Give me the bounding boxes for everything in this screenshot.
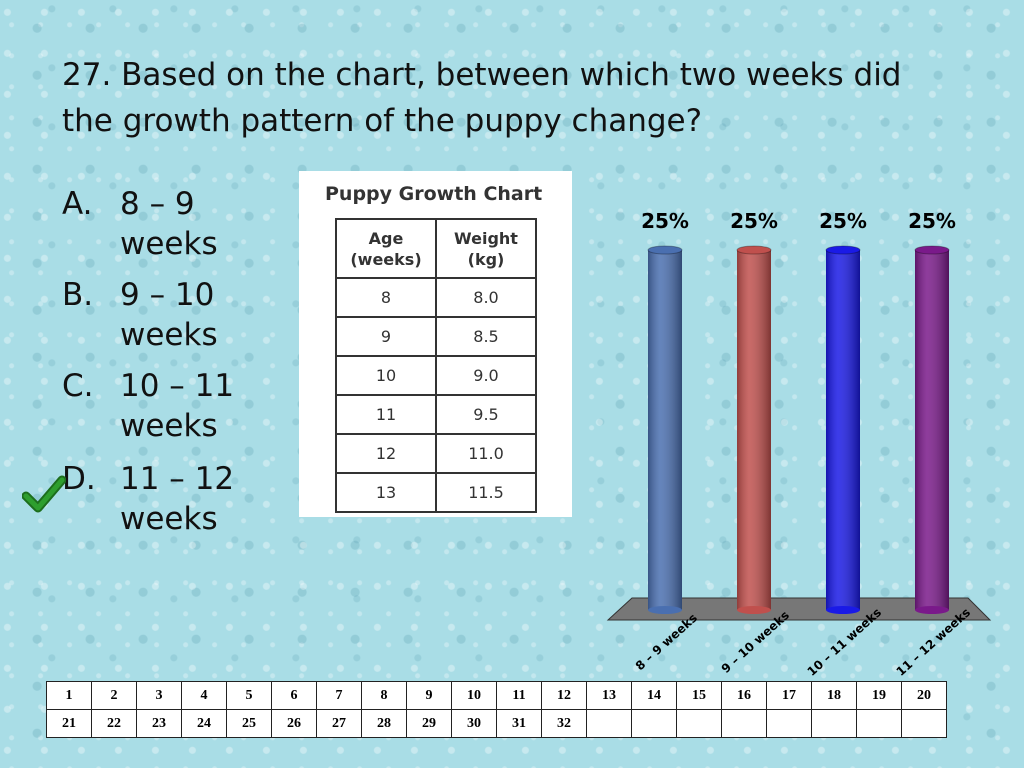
table-header-row: Age (weeks) Weight (kg): [335, 218, 537, 279]
answer-grid-cell[interactable]: 13: [586, 681, 632, 710]
choice-letter: A.: [62, 186, 93, 222]
answer-grid-cell[interactable]: 20: [901, 681, 947, 710]
answer-grid-cell[interactable]: [631, 709, 677, 738]
choice-letter: D.: [62, 461, 96, 497]
table-cell: 8: [335, 277, 437, 318]
answer-grid-cell[interactable]: 21: [46, 709, 92, 738]
answer-grid-cell[interactable]: 1: [46, 681, 92, 710]
checkmark-icon: [22, 475, 66, 513]
answer-grid-cell[interactable]: 15: [676, 681, 722, 710]
table-row: 11 9.5: [335, 394, 537, 435]
answer-grid-cell[interactable]: 11: [496, 681, 542, 710]
answer-grid-cell[interactable]: 3: [136, 681, 182, 710]
chart-bar: [647, 245, 683, 614]
table-header: Age (weeks): [335, 218, 437, 279]
answer-grid-cell[interactable]: [721, 709, 767, 738]
answer-grid-cell[interactable]: 22: [91, 709, 137, 738]
answer-grid-cell[interactable]: 23: [136, 709, 182, 738]
answer-grid-cell[interactable]: 8: [361, 681, 407, 710]
answer-grid-cell[interactable]: 17: [766, 681, 812, 710]
answer-grid-cell[interactable]: [856, 709, 902, 738]
table-cell: 11.0: [435, 433, 537, 474]
choice-text: 9 – 10 weeks: [120, 277, 218, 353]
answer-grid-cell[interactable]: [676, 709, 722, 738]
growth-table: Age (weeks) Weight (kg) 8 8.0 9 8.5 10 9.0 …: [335, 218, 537, 513]
table-cell: 12: [335, 433, 437, 474]
answer-grid-cell[interactable]: 19: [856, 681, 902, 710]
choice-letter: C.: [62, 368, 94, 404]
table-title: Puppy Growth Chart: [325, 183, 543, 205]
table-cell: 9.5: [435, 394, 537, 435]
bar-value-label: 25%: [641, 209, 689, 233]
answer-grid-cell[interactable]: 29: [406, 709, 452, 738]
answer-grid-cell[interactable]: [586, 709, 632, 738]
table-row: 10 9.0: [335, 355, 537, 396]
answer-grid-cell[interactable]: 14: [631, 681, 677, 710]
chart-bar: [736, 245, 772, 614]
table-header: Weight (kg): [435, 218, 537, 279]
answer-grid-cell[interactable]: 16: [721, 681, 767, 710]
answer-grid-cell[interactable]: [901, 709, 947, 738]
answer-grid-cell[interactable]: 26: [271, 709, 317, 738]
bar-value-label: 25%: [730, 209, 778, 233]
answer-grid-cell[interactable]: 6: [271, 681, 317, 710]
answer-grid: 1 2 3 4 5 6 7 8 9 10 11 12 13 14 15 16 17 18 19 20 21 22 23 24…: [46, 681, 947, 738]
answer-grid-cell[interactable]: 9: [406, 681, 452, 710]
table-cell: 11.5: [435, 472, 537, 513]
table-row: 12 11.0: [335, 433, 537, 474]
bar-value-label: 25%: [908, 209, 956, 233]
answer-grid-cell[interactable]: 25: [226, 709, 272, 738]
answer-grid-cell[interactable]: 24: [181, 709, 227, 738]
answer-grid-cell[interactable]: 2: [91, 681, 137, 710]
choice-text: 11 – 12 weeks: [120, 461, 235, 537]
table-row: 8 8.0: [335, 277, 537, 318]
answer-grid-cell[interactable]: 18: [811, 681, 857, 710]
answer-grid-row: 21 22 23 24 25 26 27 28 29 30 31 32: [46, 709, 947, 738]
chart-bar: [825, 245, 861, 614]
table-cell: 10: [335, 355, 437, 396]
answer-grid-cell[interactable]: 28: [361, 709, 407, 738]
choice-text: 10 – 11 weeks: [120, 368, 235, 444]
answer-grid-cell[interactable]: 12: [541, 681, 587, 710]
growth-table-panel: Puppy Growth Chart Age (weeks) Weight (k…: [299, 171, 572, 517]
table-cell: 9: [335, 316, 437, 357]
bar-value-label: 25%: [819, 209, 867, 233]
answer-grid-cell[interactable]: 32: [541, 709, 587, 738]
choice-letter: B.: [62, 277, 94, 313]
table-cell: 13: [335, 472, 437, 513]
answer-grid-row: 1 2 3 4 5 6 7 8 9 10 11 12 13 14 15 16 17 18 19 20: [46, 681, 947, 710]
answer-grid-cell[interactable]: 4: [181, 681, 227, 710]
table-cell: 9.0: [435, 355, 537, 396]
answer-grid-cell[interactable]: 27: [316, 709, 362, 738]
table-cell: 11: [335, 394, 437, 435]
answer-grid-cell[interactable]: 31: [496, 709, 542, 738]
answer-grid-cell[interactable]: [811, 709, 857, 738]
table-cell: 8.5: [435, 316, 537, 357]
answer-grid-cell[interactable]: [766, 709, 812, 738]
answer-grid-cell[interactable]: 10: [451, 681, 497, 710]
choice-text: 8 – 9 weeks: [120, 186, 218, 262]
question-text: 27. Based on the chart, between which tw…: [62, 57, 902, 139]
answer-grid-cell[interactable]: 5: [226, 681, 272, 710]
table-row: 9 8.5: [335, 316, 537, 357]
chart-bar: [914, 245, 950, 614]
answer-grid-cell[interactable]: 7: [316, 681, 362, 710]
table-row: 13 11.5: [335, 472, 537, 513]
answer-grid-cell[interactable]: 30: [451, 709, 497, 738]
table-cell: 8.0: [435, 277, 537, 318]
chart-floor: [606, 597, 992, 621]
